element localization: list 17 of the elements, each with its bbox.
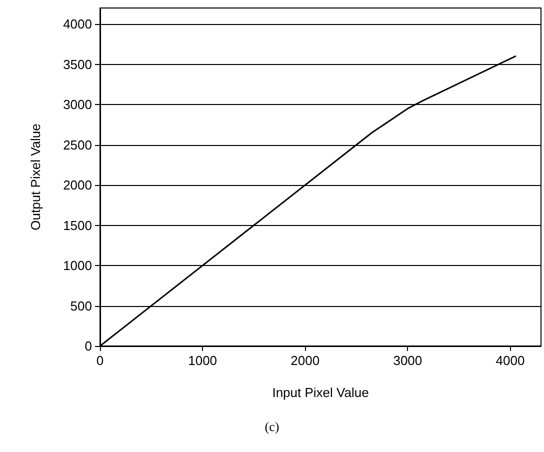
text: (c) [264, 419, 280, 434]
y-tick-label: 4000 [63, 16, 92, 32]
x-tick-label: 3000 [393, 353, 422, 368]
y-tick-label: 0 [84, 338, 92, 354]
x-tick-label: 2000 [290, 353, 320, 368]
y-tick-label: 1500 [63, 218, 92, 233]
y-axis-title: Output Pixel Value [28, 124, 43, 230]
x-tick-label: 0 [96, 353, 104, 368]
y-tick-label: 500 [70, 298, 92, 314]
x-axis-title: Input Pixel Value [272, 385, 369, 400]
y-tick-label: 2000 [63, 178, 92, 193]
y-tick-label: 3500 [63, 56, 92, 72]
y-tick-label: 2500 [63, 137, 92, 152]
y-tick-label: 1000 [63, 258, 92, 274]
y-tick-label: 3000 [63, 97, 92, 112]
x-tick-label: 1000 [188, 353, 218, 368]
x-tick-label: 4000 [496, 353, 525, 368]
